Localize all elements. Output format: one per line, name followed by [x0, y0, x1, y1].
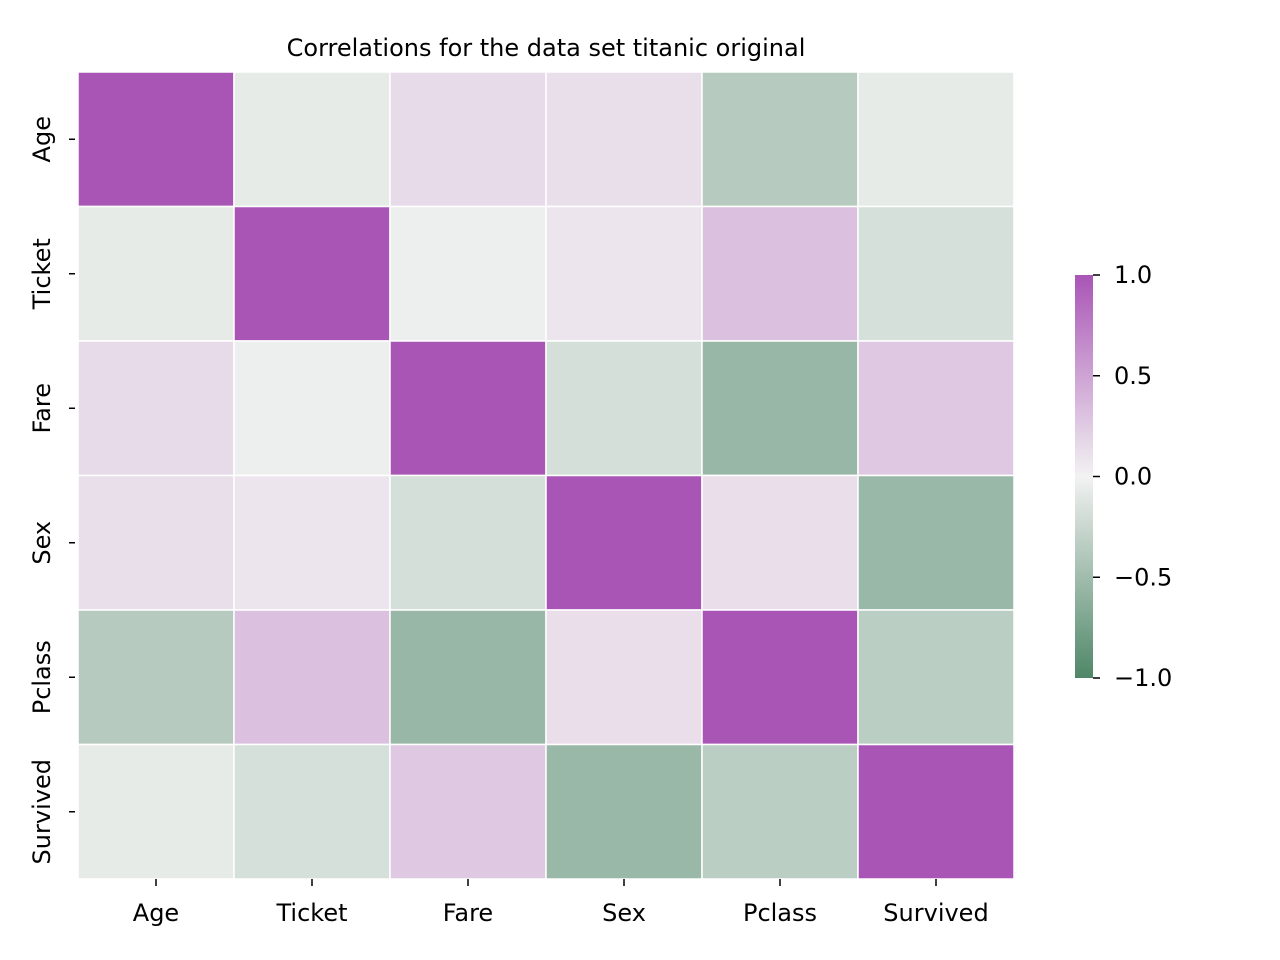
heatmap-cell-pclass-age: [77, 609, 235, 746]
colorbar: 1.0 0.5 0.0 −0.5 −1.0: [1075, 261, 1172, 692]
heatmap-cell-sex-age: [77, 474, 235, 611]
heatmap-cell-sex-pclass: [701, 474, 859, 611]
heatmap-cell-age-age: [77, 71, 235, 208]
colorbar-ticks: 1.0 0.5 0.0 −0.5 −1.0: [1093, 261, 1172, 692]
colorbar-tick-label: 0.5: [1114, 362, 1152, 390]
heatmap-cell-pclass-survived: [857, 609, 1015, 746]
row-tick-label: Survived: [28, 759, 56, 864]
column-tick-label: Pclass: [743, 899, 817, 927]
row-tick-label: Fare: [28, 383, 56, 433]
heatmap-cell-sex-ticket: [233, 474, 391, 611]
heatmap-cell-survived-fare: [389, 743, 547, 880]
heatmap-cell-sex-survived: [857, 474, 1015, 611]
row-tick-label: Age: [28, 116, 56, 162]
column-tick-labels: Age Ticket Fare Sex Pclass Survived: [133, 879, 989, 927]
column-tick-label: Ticket: [275, 899, 347, 927]
row-tick-label: Ticket: [28, 238, 56, 310]
heatmap-cell-fare-fare: [389, 340, 547, 477]
colorbar-tick-label: 0.0: [1114, 463, 1152, 491]
column-tick-label: Fare: [443, 899, 493, 927]
heatmap-cell-survived-age: [77, 743, 235, 880]
heatmap-cell-sex-fare: [389, 474, 547, 611]
heatmap-cell-pclass-fare: [389, 609, 547, 746]
heatmap-cells: [77, 71, 1015, 880]
heatmap-cell-survived-ticket: [233, 743, 391, 880]
heatmap-cell-age-ticket: [233, 71, 391, 208]
row-tick-labels: Age Ticket Fare Sex Pclass Survived: [28, 116, 75, 864]
heatmap-cell-pclass-sex: [545, 609, 703, 746]
column-tick-label: Sex: [602, 899, 646, 927]
heatmap-cell-age-pclass: [701, 71, 859, 208]
heatmap-cell-fare-ticket: [233, 340, 391, 477]
heatmap-cell-ticket-pclass: [701, 205, 859, 342]
row-tick-label: Sex: [28, 521, 56, 565]
heatmap-cell-ticket-survived: [857, 205, 1015, 342]
colorbar-gradient: [1075, 275, 1093, 678]
heatmap-cell-survived-survived: [857, 743, 1015, 880]
heatmap-cell-pclass-ticket: [233, 609, 391, 746]
heatmap-cell-ticket-sex: [545, 205, 703, 342]
heatmap-cell-age-sex: [545, 71, 703, 208]
colorbar-tick-label: 1.0: [1114, 261, 1152, 289]
heatmap-cell-sex-sex: [545, 474, 703, 611]
heatmap-cell-fare-age: [77, 340, 235, 477]
row-tick-label: Pclass: [28, 640, 56, 714]
heatmap-cell-fare-sex: [545, 340, 703, 477]
heatmap-cell-survived-pclass: [701, 743, 859, 880]
column-tick-label: Age: [133, 899, 179, 927]
heatmap-cell-fare-pclass: [701, 340, 859, 477]
heatmap-cell-ticket-age: [77, 205, 235, 342]
chart-title: Correlations for the data set titanic or…: [287, 34, 806, 62]
heatmap-cell-fare-survived: [857, 340, 1015, 477]
colorbar-tick-label: −0.5: [1114, 563, 1172, 591]
heatmap-cell-age-fare: [389, 71, 547, 208]
heatmap-cell-survived-sex: [545, 743, 703, 880]
heatmap-cell-age-survived: [857, 71, 1015, 208]
colorbar-tick-label: −1.0: [1114, 664, 1172, 692]
heatmap-cell-pclass-pclass: [701, 609, 859, 746]
column-tick-label: Survived: [883, 899, 988, 927]
heatmap-cell-ticket-fare: [389, 205, 547, 342]
heatmap-cell-ticket-ticket: [233, 205, 391, 342]
